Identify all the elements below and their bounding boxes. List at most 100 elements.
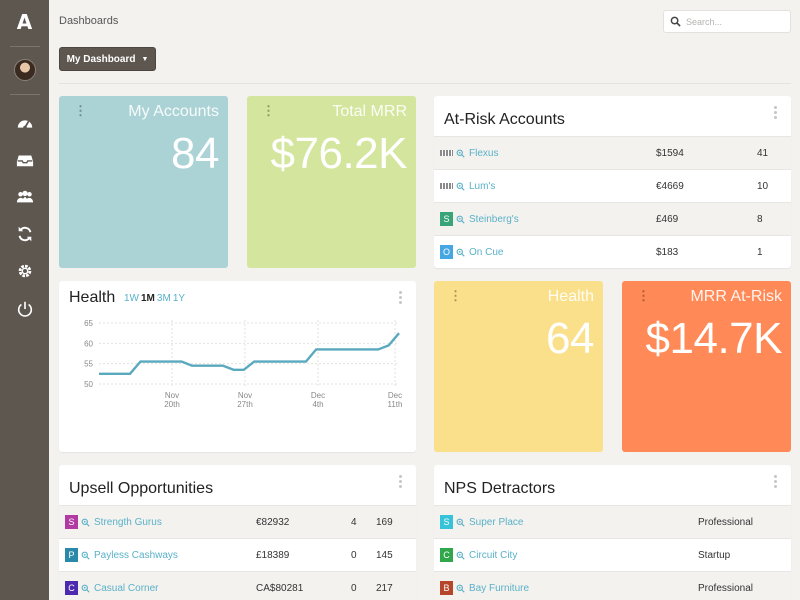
- magnifier-icon[interactable]: [456, 551, 465, 560]
- upsell-opportunities-card: Upsell Opportunities S Strength Gurus €829…: [59, 465, 416, 600]
- magnifier-icon[interactable]: [81, 551, 90, 560]
- account-avatar: S: [65, 515, 78, 529]
- table-row[interactable]: C Circuit City Startup: [434, 538, 791, 571]
- dashboard-selector-button[interactable]: My Dashboard ▼: [59, 47, 156, 71]
- account-logo: [440, 183, 453, 189]
- search-icon: [670, 16, 681, 27]
- refresh-icon[interactable]: [14, 223, 36, 245]
- breadcrumb[interactable]: Dashboards: [59, 15, 119, 27]
- range-tab-3m[interactable]: 3M: [156, 293, 171, 304]
- search-input[interactable]: [686, 16, 781, 27]
- my-accounts-tile[interactable]: ⋮ My Accounts 84: [59, 96, 228, 268]
- table-row[interactable]: O On Cue $183 1: [434, 235, 791, 268]
- score-value: 169: [376, 516, 393, 528]
- table-row[interactable]: S Strength Gurus €82932 4 169: [59, 505, 416, 538]
- tile-menu-icon[interactable]: ⋮: [449, 288, 462, 303]
- health-tile[interactable]: ⋮ Health 64: [434, 281, 603, 452]
- magnifier-icon[interactable]: [81, 584, 90, 593]
- magnifier-icon[interactable]: [81, 518, 90, 527]
- gear-icon[interactable]: [14, 260, 36, 282]
- tile-menu-icon[interactable]: ⋮: [262, 103, 275, 118]
- account-name-link[interactable]: Circuit City: [469, 549, 518, 561]
- header-divider: [59, 83, 791, 84]
- card-menu-icon[interactable]: [774, 475, 777, 490]
- mrr-value: €4669: [656, 180, 684, 192]
- range-tab-1w[interactable]: 1W: [124, 293, 139, 304]
- total-mrr-tile[interactable]: ⋮ Total MRR $76.2K: [247, 96, 416, 268]
- tile-menu-icon[interactable]: ⋮: [74, 103, 87, 118]
- account-name-link[interactable]: Payless Cashways: [94, 549, 178, 561]
- table-row[interactable]: Flexus $1594 41: [434, 136, 791, 169]
- search-box[interactable]: [663, 10, 791, 33]
- account-avatar: C: [65, 581, 78, 595]
- account-name-link[interactable]: Steinberg's: [469, 213, 519, 225]
- card-menu-icon[interactable]: [399, 291, 402, 306]
- account-name-link[interactable]: Super Place: [469, 516, 524, 528]
- account-avatar: P: [65, 548, 78, 562]
- account-avatar: C: [440, 548, 453, 562]
- count-value: 1: [757, 246, 763, 258]
- table-row[interactable]: S Steinberg's £469 8: [434, 202, 791, 235]
- x-tick-label: 4th: [312, 400, 323, 409]
- magnifier-icon[interactable]: [456, 248, 465, 257]
- sidebar-divider: [10, 94, 40, 95]
- opportunity-value: €82932: [256, 516, 290, 528]
- card-title: At-Risk Accounts: [444, 111, 565, 128]
- tile-value: $76.2K: [270, 129, 408, 178]
- account-name-link[interactable]: Bay Furniture: [469, 582, 530, 594]
- card-menu-icon[interactable]: [774, 106, 777, 121]
- magnifier-icon[interactable]: [456, 518, 465, 527]
- table-row[interactable]: Lum's €4669 10: [434, 169, 791, 202]
- count-value: 41: [757, 147, 769, 159]
- account-name-link[interactable]: Lum's: [469, 180, 496, 192]
- magnifier-icon[interactable]: [456, 149, 465, 158]
- account-logo: [440, 150, 453, 156]
- table-row[interactable]: P Payless Cashways £18389 0 145: [59, 538, 416, 571]
- users-icon[interactable]: [14, 186, 36, 208]
- app-logo[interactable]: A: [16, 10, 33, 34]
- health-series-line: [99, 332, 400, 375]
- health-chart-card: Health 1W 1M 3M 1Y 65 60 55 50 Nov 20th Nov 27th De…: [59, 281, 416, 452]
- magnifier-icon[interactable]: [456, 584, 465, 593]
- magnifier-icon[interactable]: [456, 182, 465, 191]
- range-tab-1m[interactable]: 1M: [141, 293, 155, 304]
- tile-label: Health: [547, 288, 594, 305]
- upsell-list: S Strength Gurus €82932 4 169 P Payless Cashwa…: [59, 505, 416, 600]
- y-tick-label: 60: [84, 339, 93, 348]
- y-tick-label: 50: [84, 380, 93, 389]
- inbox-icon[interactable]: [14, 149, 36, 171]
- account-name-link[interactable]: On Cue: [469, 246, 504, 258]
- dashboard-gauge-icon[interactable]: [14, 113, 36, 135]
- range-tab-1y[interactable]: 1Y: [172, 293, 186, 304]
- mrr-at-risk-tile[interactable]: ⋮ MRR At-Risk $14.7K: [622, 281, 791, 452]
- account-name-link[interactable]: Flexus: [469, 147, 499, 159]
- account-avatar: B: [440, 581, 453, 595]
- table-row[interactable]: S Super Place Professional: [434, 505, 791, 538]
- mrr-value: £469: [656, 213, 679, 225]
- power-icon[interactable]: [14, 298, 36, 320]
- card-menu-icon[interactable]: [399, 475, 402, 490]
- tile-label: MRR At-Risk: [690, 288, 782, 305]
- table-row[interactable]: B Bay Furniture Professional: [434, 571, 791, 600]
- count-value: 0: [351, 549, 357, 561]
- score-value: 145: [376, 549, 393, 561]
- sidebar: A: [0, 0, 49, 600]
- plan-value: Startup: [698, 549, 731, 561]
- account-name-link[interactable]: Strength Gurus: [94, 516, 162, 528]
- tile-menu-icon[interactable]: ⋮: [637, 288, 650, 303]
- magnifier-icon[interactable]: [456, 215, 465, 224]
- nps-detractors-card: NPS Detractors S Super Place Professional C…: [434, 465, 791, 600]
- card-title: Upsell Opportunities: [69, 480, 214, 497]
- plan-value: Professional: [698, 582, 754, 594]
- y-tick-label: 55: [84, 360, 93, 369]
- table-row[interactable]: C Casual Corner CA$80281 0 217: [59, 571, 416, 600]
- account-avatar: O: [440, 245, 453, 259]
- count-value: 8: [757, 213, 763, 225]
- account-name-link[interactable]: Casual Corner: [94, 582, 159, 594]
- x-tick-label: Dec: [311, 391, 325, 400]
- tile-label: Total MRR: [332, 103, 407, 120]
- card-title: NPS Detractors: [444, 480, 556, 497]
- at-risk-list: Flexus $1594 41 Lum's €4669 10 S Steinberg's £46…: [434, 136, 791, 268]
- avatar[interactable]: [14, 59, 36, 81]
